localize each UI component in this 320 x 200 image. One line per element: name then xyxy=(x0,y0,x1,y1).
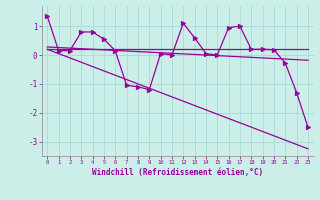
X-axis label: Windchill (Refroidissement éolien,°C): Windchill (Refroidissement éolien,°C) xyxy=(92,168,263,177)
